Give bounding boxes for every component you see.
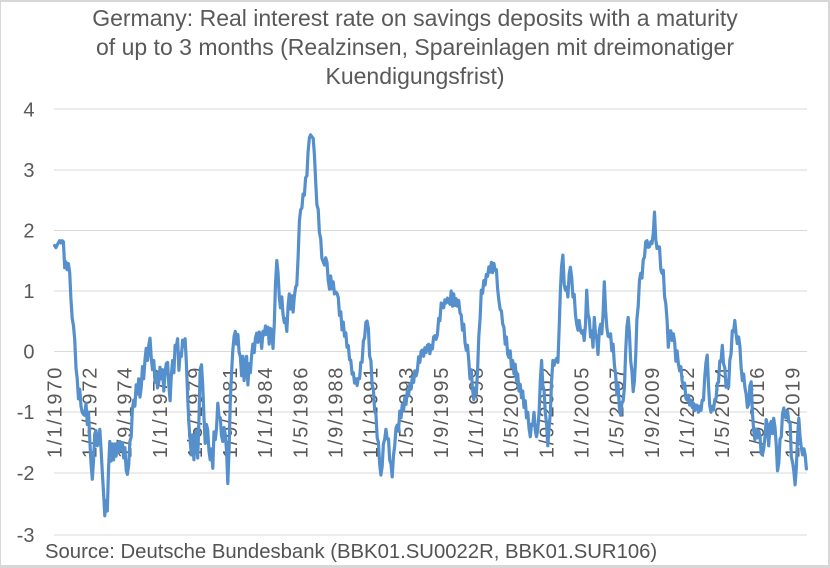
svg-text:-2: -2 — [17, 463, 35, 485]
svg-text:1/9/2016: 1/9/2016 — [747, 366, 769, 458]
svg-text:1/9/1995: 1/9/1995 — [431, 366, 453, 458]
svg-text:1/5/1986: 1/5/1986 — [290, 366, 312, 458]
svg-text:1/1/1977: 1/1/1977 — [150, 366, 172, 458]
svg-text:1: 1 — [23, 281, 34, 303]
svg-text:1/1/2005: 1/1/2005 — [572, 366, 594, 458]
svg-text:-1: -1 — [17, 402, 35, 424]
svg-text:1/9/2002: 1/9/2002 — [536, 366, 558, 458]
svg-text:Source: Deutsche Bundesbank (B: Source: Deutsche Bundesbank (BBK01.SU002… — [45, 541, 657, 563]
svg-text:1/5/2014: 1/5/2014 — [712, 366, 734, 458]
svg-text:1/1/2012: 1/1/2012 — [677, 366, 699, 458]
svg-text:0: 0 — [23, 342, 34, 364]
svg-text:2: 2 — [23, 221, 34, 243]
svg-text:1/5/2000: 1/5/2000 — [501, 366, 523, 458]
svg-text:3: 3 — [23, 160, 34, 182]
svg-text:1/9/1988: 1/9/1988 — [326, 366, 348, 458]
svg-text:1/1/1984: 1/1/1984 — [255, 366, 277, 458]
svg-text:1/9/2009: 1/9/2009 — [642, 366, 664, 458]
svg-text:1/1/1970: 1/1/1970 — [44, 366, 66, 458]
svg-text:4: 4 — [23, 99, 34, 121]
svg-text:-3: -3 — [17, 525, 35, 547]
